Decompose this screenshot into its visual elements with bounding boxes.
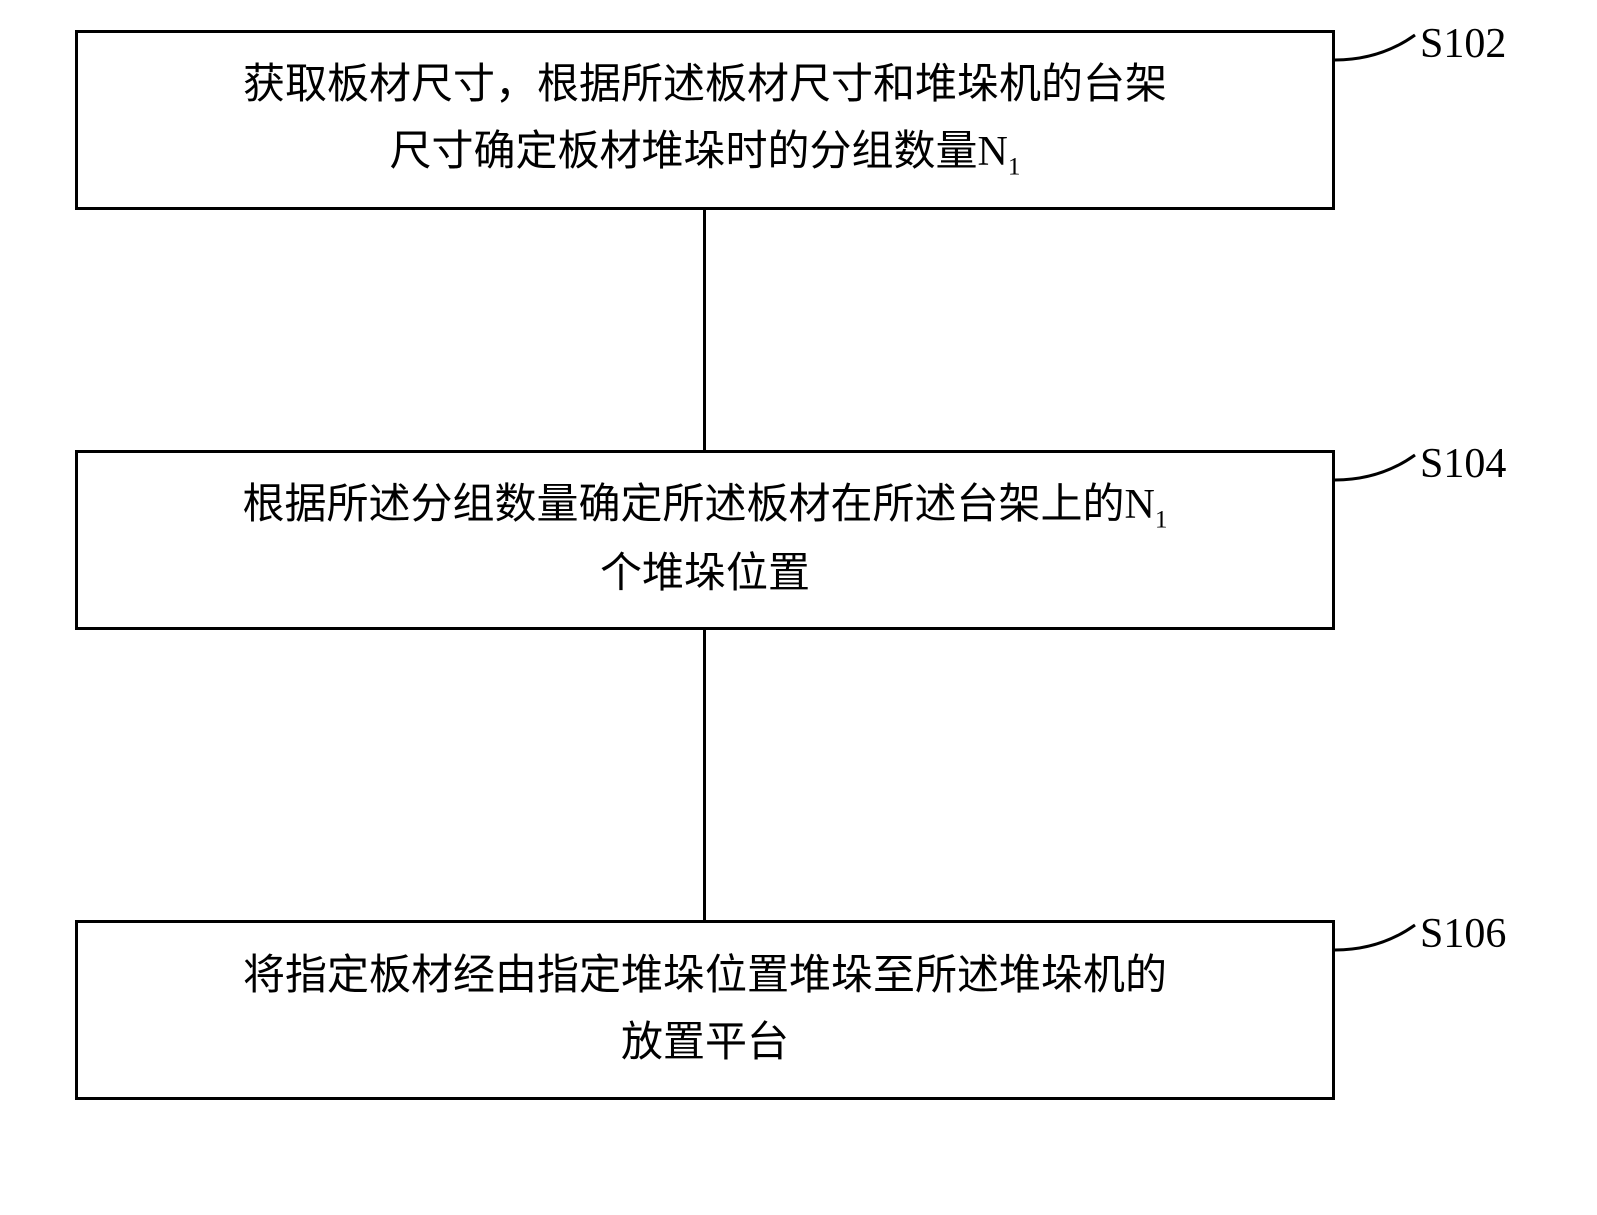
step-label-s106: S106: [1420, 910, 1506, 958]
node-text: 获取板材尺寸，根据所述板材尺寸和堆垛机的台架 尺寸确定板材堆垛时的分组数量N1: [243, 52, 1167, 188]
step-label-s102: S102: [1420, 20, 1506, 68]
flow-node-s104: 根据所述分组数量确定所述板材在所述台架上的N1 个堆垛位置: [75, 450, 1335, 630]
node-text: 根据所述分组数量确定所述板材在所述台架上的N1 个堆垛位置: [243, 472, 1168, 608]
leader-curve-s106: [1335, 920, 1425, 980]
leader-curve-s102: [1335, 30, 1425, 90]
flow-node-s106: 将指定板材经由指定堆垛位置堆垛至所述堆垛机的 放置平台: [75, 920, 1335, 1100]
node-s102-sub: 1: [1008, 154, 1021, 181]
node-text: 将指定板材经由指定堆垛位置堆垛至所述堆垛机的 放置平台: [243, 943, 1167, 1077]
flowchart-container: 获取板材尺寸，根据所述板材尺寸和堆垛机的台架 尺寸确定板材堆垛时的分组数量N1 …: [0, 0, 1597, 1215]
node-s104-sub: 1: [1155, 506, 1168, 533]
node-s106-line2: 放置平台: [621, 1020, 789, 1066]
node-s104-line2: 个堆垛位置: [600, 551, 810, 597]
step-label-s104: S104: [1420, 440, 1506, 488]
leader-curve-s104: [1335, 450, 1425, 510]
node-s106-line1: 将指定板材经由指定堆垛位置堆垛至所述堆垛机的: [243, 953, 1167, 999]
node-s102-line2: 尺寸确定板材堆垛时的分组数量N: [390, 129, 1008, 175]
connector-s104-s106: [703, 630, 706, 920]
flow-node-s102: 获取板材尺寸，根据所述板材尺寸和堆垛机的台架 尺寸确定板材堆垛时的分组数量N1: [75, 30, 1335, 210]
node-s102-line1: 获取板材尺寸，根据所述板材尺寸和堆垛机的台架: [243, 62, 1167, 108]
node-s104-line1: 根据所述分组数量确定所述板材在所述台架上的N: [243, 482, 1155, 528]
connector-s102-s104: [703, 210, 706, 450]
